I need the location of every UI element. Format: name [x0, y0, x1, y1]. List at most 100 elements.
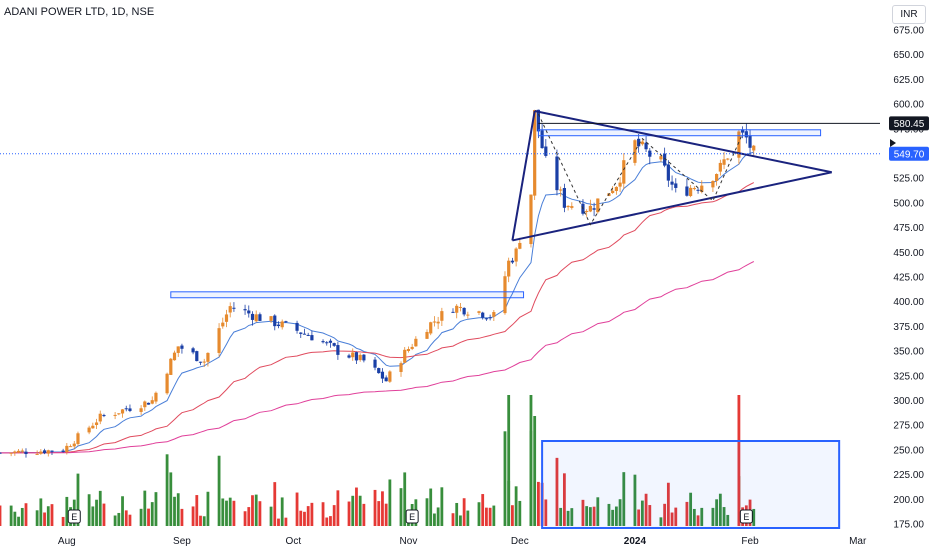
chart-title: ADANI POWER LTD, 1D, NSE [4, 6, 155, 18]
volume-bar [50, 504, 54, 526]
y-tick-label: 300.00 [893, 396, 924, 407]
volume-bar [76, 473, 80, 526]
candle-body [399, 363, 403, 372]
currency-selector[interactable]: INR [892, 5, 926, 24]
candle-body [0, 452, 2, 454]
candle-body [276, 324, 281, 327]
candle-body [458, 306, 463, 308]
candle-body [195, 351, 199, 362]
volume-bar [581, 499, 585, 526]
volume-bar [511, 505, 514, 526]
volume-bar [113, 515, 117, 526]
resistance-zone-upper [537, 129, 822, 137]
candle-body [674, 183, 678, 188]
candle-body [559, 189, 563, 191]
volume-bar [633, 474, 637, 526]
volume-bar [225, 500, 228, 526]
candle-body [94, 422, 99, 426]
x-tick-label: Aug [58, 536, 76, 547]
earnings-marker [739, 509, 753, 524]
x-tick-label: Nov [400, 536, 418, 547]
candle-body [35, 453, 39, 455]
candle-body [633, 140, 637, 163]
volume-bar [648, 505, 652, 526]
volume-bar [618, 499, 622, 526]
volume-bar [199, 515, 202, 526]
candle-body [351, 352, 355, 358]
candle-body [536, 109, 540, 132]
volume-bar [459, 515, 462, 526]
candle-body [737, 131, 741, 158]
volume-bar [321, 502, 325, 526]
candle-body [98, 413, 102, 422]
x-tick-label: 2024 [624, 536, 647, 547]
candle-body [336, 345, 340, 355]
volume-bar [202, 516, 206, 526]
candle-body [198, 361, 203, 363]
volume-bar [347, 501, 351, 526]
volume-bar [269, 506, 273, 526]
candle-body [663, 153, 667, 166]
volume-bar [726, 514, 730, 526]
earnings-marker-label: E [409, 512, 415, 522]
candle-body [295, 322, 299, 331]
volume-bar [221, 498, 225, 526]
candle-body [91, 425, 95, 429]
price-axis-panel [880, 0, 932, 550]
volume-bar [640, 500, 644, 526]
volume-bar [566, 510, 570, 526]
candle-body [362, 354, 366, 361]
candle-body [232, 307, 236, 309]
candle-body [611, 190, 615, 193]
volume-bar [217, 455, 221, 526]
volume-bar [562, 473, 566, 526]
candle-body [570, 206, 574, 208]
volume-bar [362, 503, 366, 526]
volume-bar [433, 513, 436, 526]
volume-bar [429, 488, 433, 526]
y-tick-label: 525.00 [893, 174, 924, 185]
candle-body [711, 180, 715, 188]
volume-bar [17, 516, 20, 526]
candle-body [562, 188, 566, 208]
y-tick-label: 350.00 [893, 347, 924, 358]
candle-body [61, 450, 65, 452]
candle-body [618, 182, 622, 187]
candle-body [143, 401, 147, 408]
candle-body [139, 408, 143, 412]
volume-bar [303, 511, 306, 526]
volume-bar [377, 501, 381, 526]
volume-bar [329, 516, 332, 526]
volume-bar [121, 496, 124, 526]
candle-body [384, 377, 388, 382]
candle-body [321, 341, 325, 343]
candle-body [146, 402, 151, 405]
candle-body [176, 346, 180, 353]
candle-body [254, 314, 258, 322]
volume-bar [128, 514, 132, 526]
volume-bar [644, 493, 648, 526]
candle-body [451, 311, 455, 313]
volume-bar [685, 501, 689, 526]
y-tick-label: 400.00 [893, 297, 924, 308]
volume-bar [666, 482, 670, 526]
candle-body [128, 408, 132, 411]
volume-bar [299, 510, 303, 526]
volume-bar [692, 508, 696, 526]
last-price-label-bg [889, 146, 929, 161]
y-tick-label: 325.00 [893, 371, 924, 382]
volume-consolidation-box [541, 440, 841, 529]
volume-bar [258, 501, 262, 526]
volume-bar [737, 395, 741, 526]
volume-bar [277, 518, 280, 526]
triangle-lower-trendline [512, 171, 832, 242]
candle-body [24, 451, 28, 455]
volume-bar [440, 487, 444, 526]
candle-body [169, 358, 173, 375]
candle-body [637, 138, 641, 147]
volume-bar [700, 507, 704, 526]
volume-bar [13, 511, 17, 526]
candle-body [484, 318, 489, 320]
